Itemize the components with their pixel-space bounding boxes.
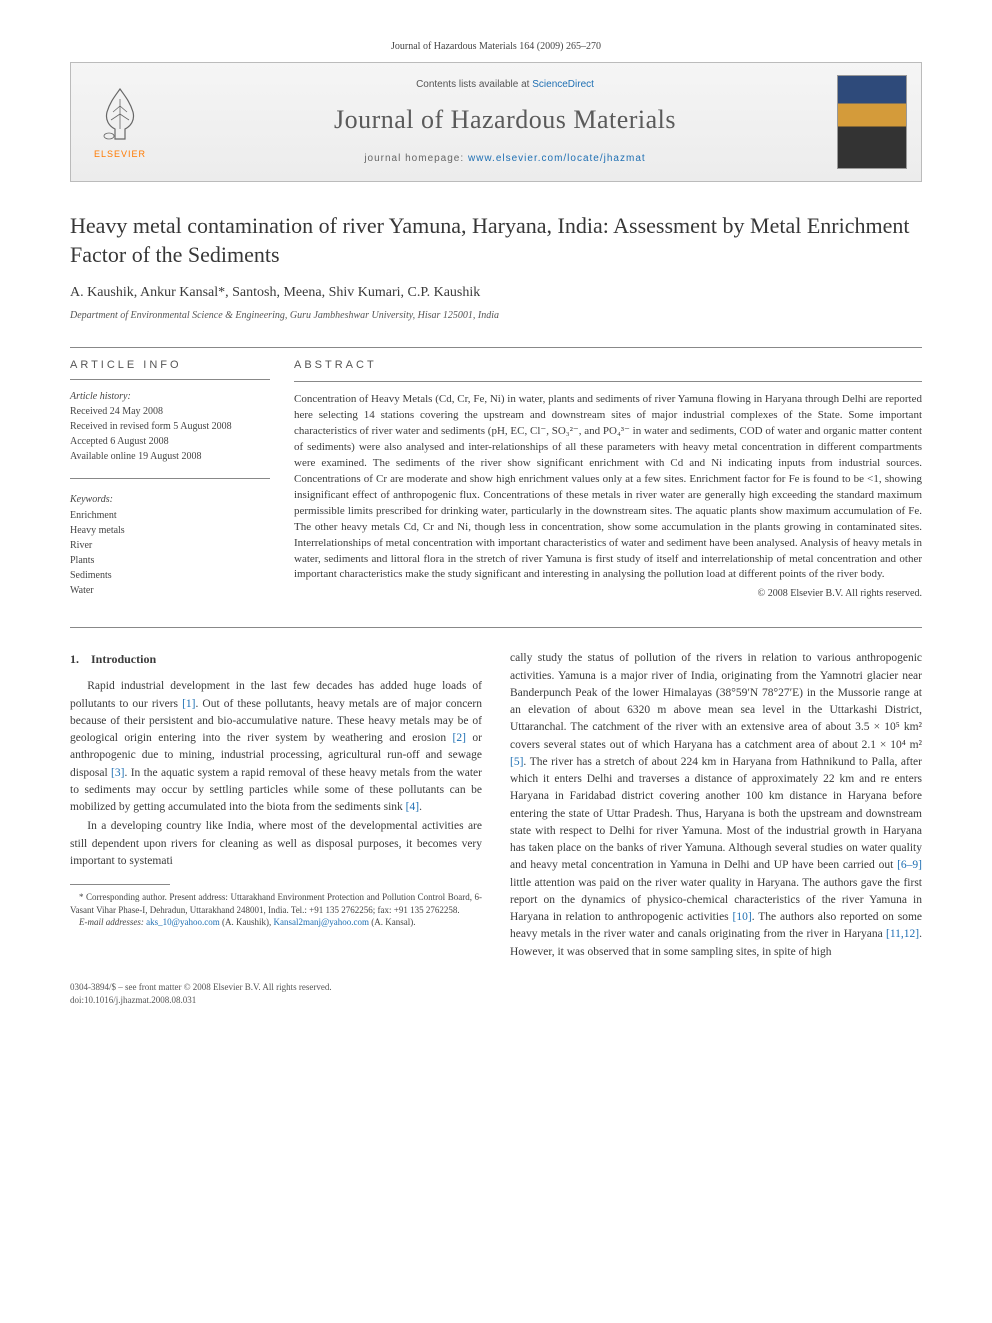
keyword: Sediments xyxy=(70,569,270,583)
footnote-block: * Corresponding author. Present address:… xyxy=(70,891,482,929)
section-number: 1. xyxy=(70,652,79,666)
doi-line: doi:10.1016/j.jhazmat.2008.08.031 xyxy=(70,994,922,1007)
history-label: Article history: xyxy=(70,390,270,404)
history-item: Accepted 6 August 2008 xyxy=(70,435,270,449)
journal-banner: ELSEVIER Contents lists available at Sci… xyxy=(70,62,922,182)
banner-center: Contents lists available at ScienceDirec… xyxy=(173,78,837,166)
journal-cover-thumb xyxy=(837,75,907,169)
divider xyxy=(70,478,270,479)
section-title: Introduction xyxy=(91,652,156,666)
page-footer: 0304-3894/$ – see front matter © 2008 El… xyxy=(70,981,922,1006)
publisher-name: ELSEVIER xyxy=(94,148,146,161)
affiliation: Department of Environmental Science & En… xyxy=(70,309,922,323)
corresponding-author: * Corresponding author. Present address:… xyxy=(70,891,482,916)
authors: A. Kaushik, Ankur Kansal*, Santosh, Meen… xyxy=(70,283,922,303)
issn-line: 0304-3894/$ – see front matter © 2008 El… xyxy=(70,981,922,994)
footnote-separator xyxy=(70,884,170,885)
email-name: (A. Kaushik), xyxy=(220,917,274,927)
sciencedirect-link[interactable]: ScienceDirect xyxy=(532,79,594,90)
divider xyxy=(294,381,922,382)
reference-link[interactable]: [6–9] xyxy=(897,859,922,871)
email-line: E-mail addresses: aks_10@yahoo.com (A. K… xyxy=(70,916,482,929)
email-link[interactable]: aks_10@yahoo.com xyxy=(146,917,220,927)
abstract-copyright: © 2008 Elsevier B.V. All rights reserved… xyxy=(294,587,922,601)
divider xyxy=(70,347,922,348)
elsevier-logo: ELSEVIER xyxy=(85,77,155,167)
history-item: Received in revised form 5 August 2008 xyxy=(70,420,270,434)
keyword: River xyxy=(70,539,270,553)
reference-link[interactable]: [5] xyxy=(510,756,523,768)
history-item: Received 24 May 2008 xyxy=(70,405,270,419)
contents-label: Contents lists available at xyxy=(416,79,532,90)
keyword: Enrichment xyxy=(70,509,270,523)
email-label: E-mail addresses: xyxy=(79,917,146,927)
keywords-label: Keywords: xyxy=(70,493,270,507)
keyword: Heavy metals xyxy=(70,524,270,538)
article-info-block: article info Article history: Received 2… xyxy=(70,358,270,602)
divider xyxy=(70,379,270,380)
body-paragraph: In a developing country like India, wher… xyxy=(70,818,482,870)
header-citation: Journal of Hazardous Materials 164 (2009… xyxy=(70,40,922,54)
body-paragraph: cally study the status of pollution of t… xyxy=(510,650,922,961)
divider-full xyxy=(70,627,922,628)
keyword: Water xyxy=(70,584,270,598)
reference-link[interactable]: [10] xyxy=(733,911,752,923)
journal-name: Journal of Hazardous Materials xyxy=(173,102,837,138)
reference-link[interactable]: [11,12] xyxy=(886,928,919,940)
body-columns: 1. Introduction Rapid industrial develop… xyxy=(70,650,922,961)
keyword: Plants xyxy=(70,554,270,568)
history-item: Available online 19 August 2008 xyxy=(70,450,270,464)
email-link[interactable]: Kansal2manj@yahoo.com xyxy=(273,917,369,927)
reference-link[interactable]: [1] xyxy=(182,698,195,710)
contents-line: Contents lists available at ScienceDirec… xyxy=(173,78,837,92)
email-name: (A. Kansal). xyxy=(369,917,416,927)
article-title: Heavy metal contamination of river Yamun… xyxy=(70,212,922,269)
abstract-block: abstract Concentration of Heavy Metals (… xyxy=(294,358,922,602)
homepage-line: journal homepage: www.elsevier.com/locat… xyxy=(173,152,837,166)
body-paragraph: Rapid industrial development in the last… xyxy=(70,678,482,816)
reference-link[interactable]: [3] xyxy=(111,767,124,779)
article-info-head: article info xyxy=(70,358,270,373)
section-heading: 1. Introduction xyxy=(70,650,482,668)
homepage-label: journal homepage: xyxy=(364,153,468,164)
abstract-head: abstract xyxy=(294,358,922,373)
reference-link[interactable]: [4] xyxy=(406,801,419,813)
homepage-link[interactable]: www.elsevier.com/locate/jhazmat xyxy=(468,153,646,164)
abstract-text: Concentration of Heavy Metals (Cd, Cr, F… xyxy=(294,392,922,583)
reference-link[interactable]: [2] xyxy=(453,732,466,744)
elsevier-tree-icon xyxy=(95,84,145,144)
